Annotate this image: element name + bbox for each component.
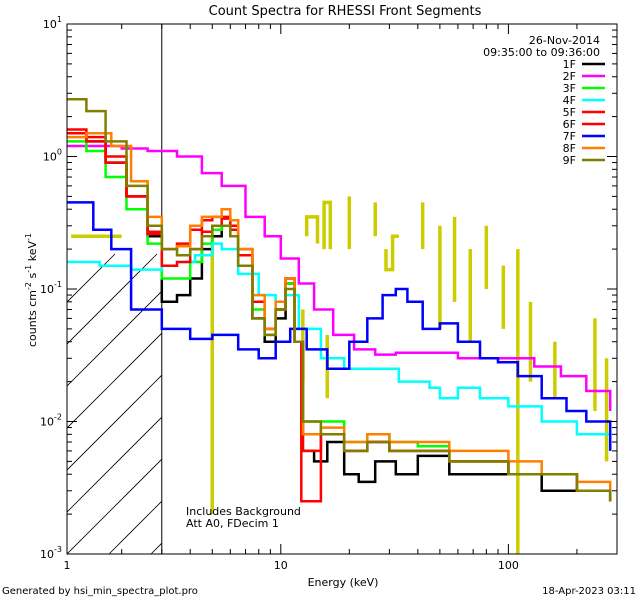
legend-label-9f: 9F: [563, 154, 576, 167]
hatch-line: [67, 253, 158, 345]
hatch-line: [67, 332, 162, 429]
hatch-line: [529, 254, 640, 554]
yellow-step: [322, 200, 333, 250]
annotation-attenuator: Att A0, FDecim 1: [186, 517, 279, 530]
chart-title: Count Spectra for RHESSI Front Segments: [209, 4, 482, 19]
yellow-segments: [71, 196, 609, 554]
x-tick-label: 1: [64, 559, 71, 572]
hatch-line: [67, 416, 162, 513]
legend-label-3f: 3F: [563, 82, 576, 95]
x-tick-label: 100: [498, 559, 519, 572]
y-tick-label: 10-2: [40, 413, 62, 429]
hatch-line: [67, 253, 116, 303]
series-line-2f: [67, 144, 612, 411]
y-tick-label: 101: [43, 15, 62, 31]
y-axis-label: counts cm-2 s-1 keV-1: [24, 233, 39, 347]
time-range-label: 09:35:00 to 09:36:00: [483, 46, 600, 59]
annotation-background: Includes Background: [186, 505, 301, 518]
legend-label-1f: 1F: [563, 58, 576, 71]
legend-label-4f: 4F: [563, 94, 576, 107]
hatch-line: [67, 374, 162, 471]
hatch-line: [67, 290, 162, 387]
series-line-9f: [67, 98, 612, 502]
series-lines: [67, 98, 612, 503]
hatch-line: [361, 254, 640, 554]
hatch-line: [67, 458, 162, 554]
footer-timestamp: 18-Apr-2023 03:11: [542, 586, 636, 597]
legend-label-7f: 7F: [563, 130, 576, 143]
axis-ticks: [67, 23, 618, 555]
y-tick-label: 100: [43, 148, 62, 164]
legend-label-2f: 2F: [563, 70, 576, 83]
date-label: 26-Nov-2014: [529, 34, 600, 47]
x-tick-labels: 1 10 100: [64, 559, 519, 572]
series-line-8f: [67, 131, 612, 491]
legend-label-8f: 8F: [563, 142, 576, 155]
series-line-7f: [67, 201, 612, 451]
y-tick-label: 10-3: [40, 545, 62, 561]
y-tick-label: 10-1: [40, 280, 62, 296]
hatched-region: [67, 24, 640, 554]
y-tick-labels: 10-3 10-2 10-1 100 101: [40, 15, 62, 561]
legend-label-6f: 6F: [563, 118, 576, 131]
x-tick-label: 10: [274, 559, 288, 572]
yellow-step: [304, 215, 320, 244]
yellow-step: [384, 234, 399, 272]
x-axis-label: Energy (keV): [308, 576, 379, 589]
hatch-line: [277, 254, 577, 554]
footer-generated-by: Generated by hsi_min_spectra_plot.pro: [2, 586, 198, 597]
hatch-line: [108, 500, 162, 554]
legend-label-5f: 5F: [563, 106, 576, 119]
